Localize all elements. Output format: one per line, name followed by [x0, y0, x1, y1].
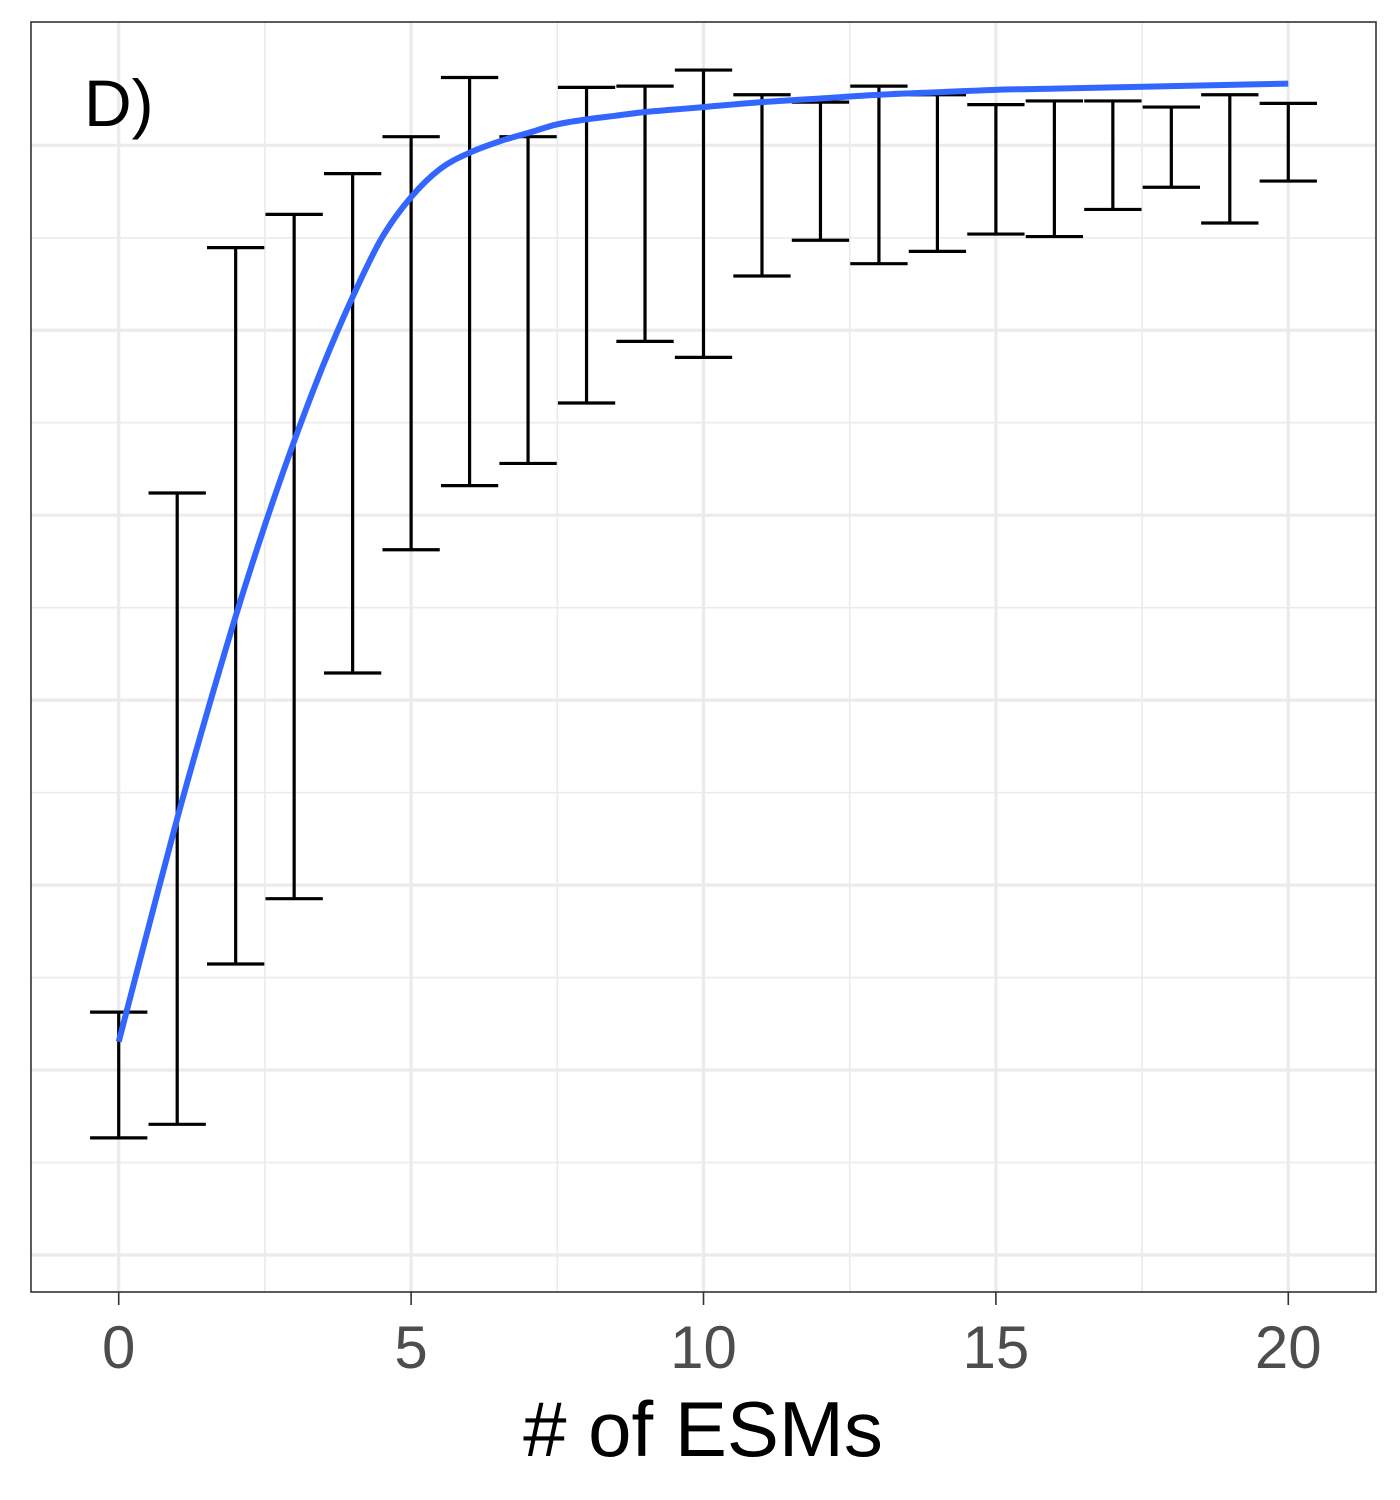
errorbar-9: [616, 84, 674, 343]
errorbar-19: [1201, 93, 1259, 225]
errorbar-17: [1084, 99, 1142, 212]
errorbar-5: [382, 135, 440, 552]
errorbar-20: [1259, 101, 1317, 183]
x-tick-label: 0: [102, 1314, 135, 1381]
x-tick-label: 5: [394, 1314, 427, 1381]
errorbar-15: [967, 103, 1025, 236]
x-axis-title: # of ESMs: [523, 1385, 883, 1473]
errorbar-6: [440, 75, 499, 488]
errorbar-3: [265, 212, 323, 901]
x-axis-tick-labels: 0 5 10 15 20: [102, 1314, 1322, 1381]
panel-label: D): [84, 66, 154, 140]
x-tick-label: 10: [670, 1314, 737, 1381]
error-bars: [90, 68, 1317, 1140]
x-tick-label: 15: [963, 1314, 1030, 1381]
errorbar-18: [1142, 105, 1200, 189]
errorbar-2: [207, 246, 265, 966]
errorbar-16: [1025, 99, 1084, 239]
errorbar-4: [323, 172, 382, 675]
errorbar-13: [850, 84, 908, 266]
smooth-trend-line: [115, 80, 1289, 1043]
errorbar-10: [674, 68, 733, 359]
errorbar-11: [733, 93, 791, 278]
x-tick-label: 20: [1255, 1314, 1322, 1381]
errorbar-8: [557, 85, 616, 405]
x-axis-ticks: [117, 1292, 1290, 1305]
